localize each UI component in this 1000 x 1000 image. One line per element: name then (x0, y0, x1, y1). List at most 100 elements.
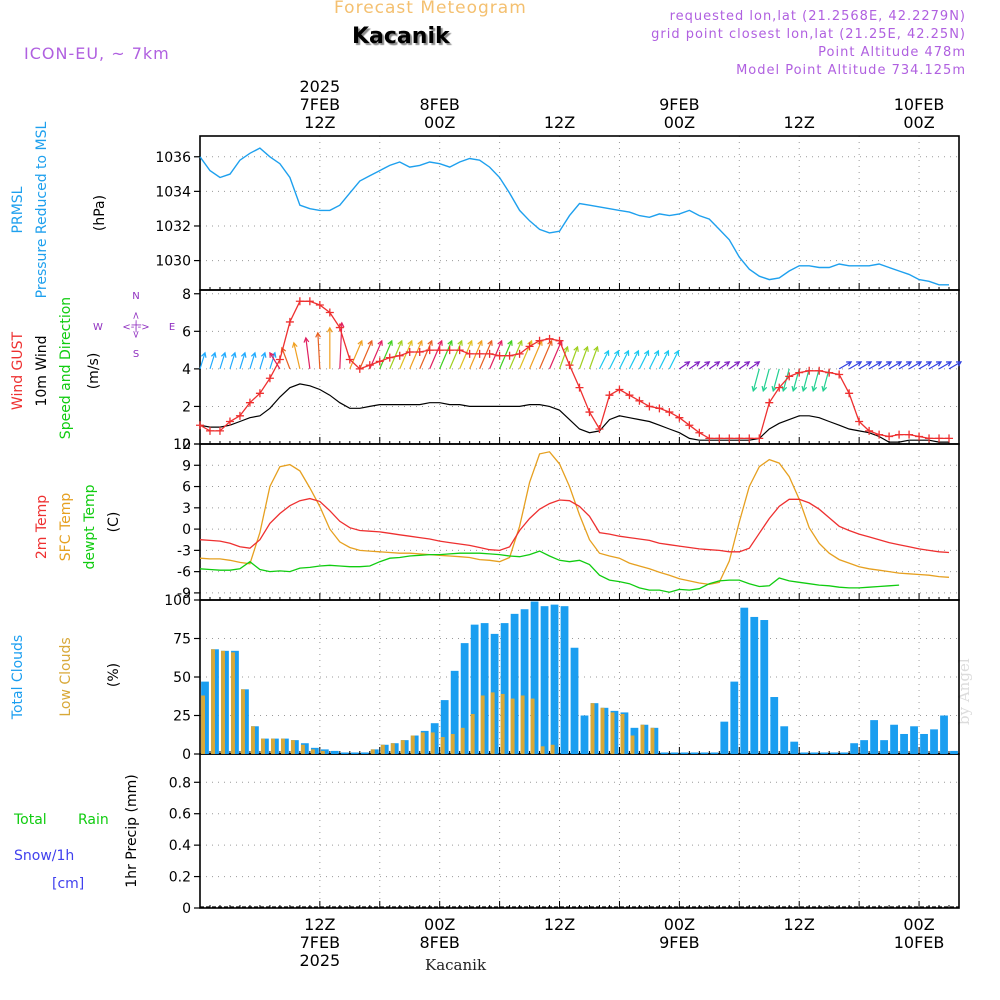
wind-arrow-head (684, 361, 691, 367)
y-tick-label: 0 (182, 747, 191, 763)
wind-arrow (772, 368, 780, 392)
low-cloud-bar (290, 740, 295, 754)
precip-label-rain: Rain (78, 812, 109, 828)
cloud-unit: (%) (106, 663, 122, 687)
low-cloud-bar (520, 695, 525, 754)
wind-arrow-head (387, 339, 393, 346)
low-cloud-bar (650, 727, 655, 754)
gust-marker (405, 347, 414, 356)
gust-marker (215, 426, 224, 435)
wind-arrow (698, 361, 710, 370)
top-time-label: 00Z (424, 113, 455, 132)
wind-arrow-head (761, 385, 768, 393)
pressure-label-2: Pressure Reduced to MSL (34, 121, 50, 298)
panel-pressure: 1030 1032 1034 1036 (155, 135, 960, 291)
wind-arrow-head (801, 385, 808, 393)
total-cloud-bar (510, 613, 519, 754)
total-cloud-bar (770, 697, 779, 754)
wind-arrow-head (563, 345, 569, 352)
cloud-label-low: Low Clouds (58, 637, 74, 716)
bottom-time-label: 12Z (784, 915, 815, 934)
wind-arrow (479, 340, 493, 370)
y-tick-label: 25 (173, 709, 191, 725)
wind-arrow-head (487, 339, 493, 346)
total-cloud-bar (540, 606, 549, 754)
wind-arrow-head (477, 339, 483, 346)
low-cloud-bar (231, 652, 235, 754)
gust-marker (935, 434, 944, 443)
gust-marker (305, 297, 314, 306)
gust-marker (355, 364, 364, 373)
gust-marker (855, 417, 864, 426)
wind-arrow-head (704, 361, 711, 367)
requested-coords: requested lon,lat (21.2568E, 42.2279N) (669, 9, 966, 24)
wind-arrow-head (250, 351, 257, 358)
wind-arrow-head (467, 339, 473, 346)
gust-marker (475, 349, 484, 358)
total-cloud-bar (460, 643, 469, 754)
wind-arrow (858, 361, 872, 370)
gust-marker (685, 421, 694, 430)
y-tick-label: 6 (182, 324, 191, 340)
bottom-time-label: 10FEB (894, 933, 945, 952)
low-cloud-bar (430, 732, 435, 754)
y-tick-label: 1032 (155, 219, 191, 235)
wind-arrow-head (457, 339, 463, 346)
wind-arrow (469, 340, 483, 370)
wind-arrow (259, 352, 266, 370)
wind-arrow (439, 340, 453, 370)
wind-label-dir: Speed and Direction (58, 297, 74, 439)
wind-label-10m: 10m Wind (34, 335, 50, 406)
wind-arrow-head (771, 385, 778, 393)
top-time-label: 10FEB (894, 95, 945, 114)
wind-arrow (868, 361, 882, 370)
total-cloud-bar (251, 726, 259, 754)
wind-arrow (718, 361, 730, 370)
wind-arrow (339, 322, 343, 369)
gust-marker (865, 426, 874, 435)
gust-marker (495, 351, 504, 360)
wind-arrow-head (694, 361, 701, 367)
y-tick-label: 0 (182, 437, 191, 453)
wind-arrow (449, 340, 463, 370)
total-cloud-bar (930, 729, 938, 754)
gust-marker (835, 370, 844, 379)
wind-arrow (708, 361, 720, 370)
bottom-time-label: 8FEB (419, 933, 459, 952)
wind-arrow (618, 350, 629, 370)
low-cloud-bar (620, 713, 625, 754)
wind-arrow (199, 352, 206, 370)
bottom-time-label: 2025 (299, 951, 340, 970)
wind-arrow (389, 340, 403, 370)
low-cloud-bar (400, 740, 405, 754)
wind-arrow-head (547, 339, 553, 346)
total-cloud-bar (710, 752, 719, 754)
wind-arrow (269, 352, 281, 370)
wind-arrow (588, 346, 599, 370)
gust-marker (545, 334, 554, 343)
low-cloud-bar (380, 744, 385, 754)
top-time-label: 2025 (299, 77, 340, 96)
gust-marker (735, 434, 744, 443)
wind-arrow-head (270, 351, 277, 358)
wind-arrow (948, 361, 962, 370)
wind-unit: (m/s) (86, 353, 102, 390)
dewpt-line (199, 550, 900, 593)
wind-arrow-head (315, 331, 321, 338)
wind-arrow (648, 350, 659, 370)
wind-arrow (209, 352, 216, 370)
y-tick-label: -3 (177, 543, 191, 559)
low-cloud-bar (590, 703, 595, 754)
wind-arrow (628, 350, 639, 370)
bottom-time-label: 7FEB (300, 933, 340, 952)
wind-arrow-head (906, 361, 913, 367)
wind-arrow-head (573, 345, 579, 352)
gust-marker (895, 430, 904, 439)
total-cloud-bar (880, 740, 888, 754)
wind-arrow (379, 340, 393, 370)
wind-arrow-head (734, 361, 741, 367)
y-tick-label: 12 (173, 437, 191, 453)
low-cloud-bar (221, 650, 225, 754)
pressure-unit: (hPa) (92, 195, 108, 231)
wind-arrow-head (896, 361, 903, 367)
